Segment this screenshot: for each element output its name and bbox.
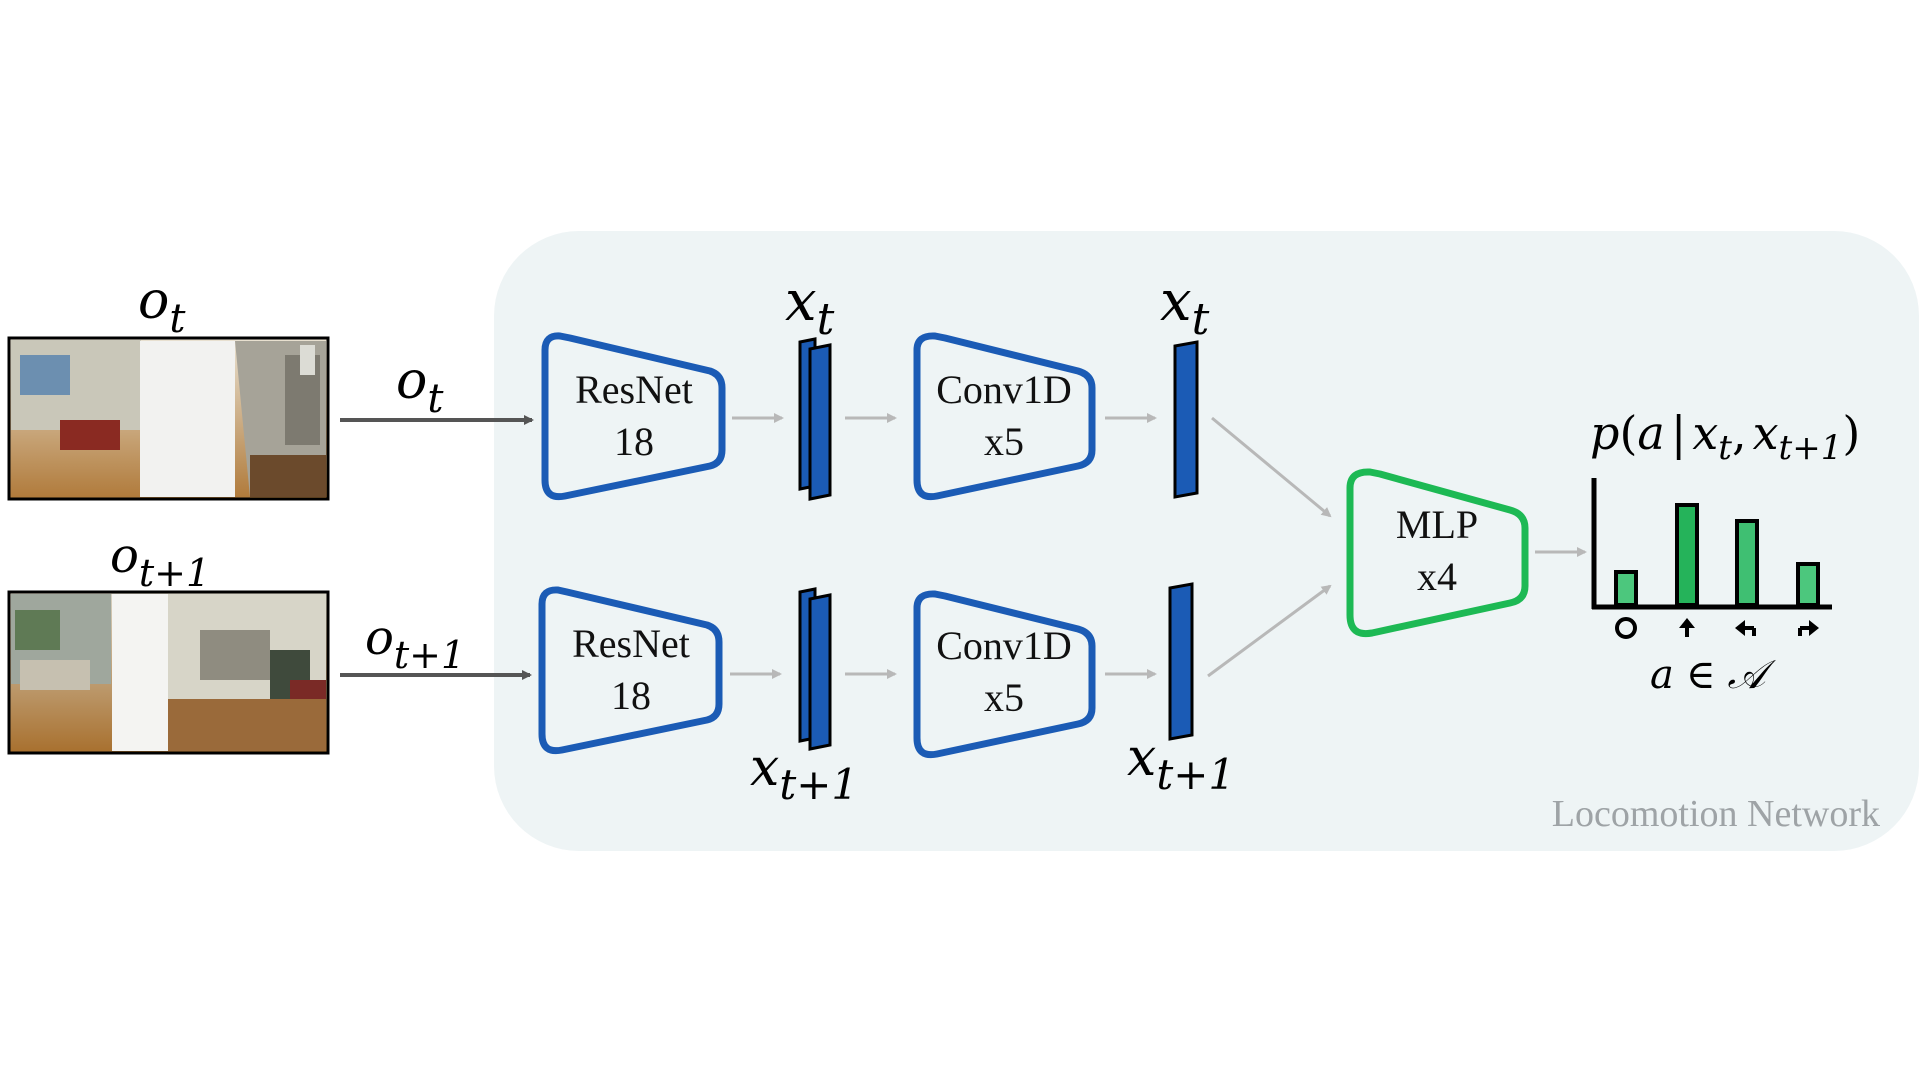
feature-stack-bottom bbox=[798, 587, 832, 751]
action-bar-2 bbox=[1735, 519, 1759, 607]
action-bar-3 bbox=[1796, 562, 1820, 607]
action-distribution bbox=[1591, 478, 1832, 610]
input-image-top bbox=[7, 336, 330, 501]
action-bar-0 bbox=[1614, 570, 1638, 607]
feature-label-top-1: xt bbox=[785, 269, 835, 345]
resnet-label-bottom-1: ResNet bbox=[572, 621, 690, 666]
conv-label-bottom-2: x5 bbox=[984, 675, 1024, 720]
network-panel bbox=[494, 231, 1919, 851]
feature-label-bottom-1: xt+1 bbox=[750, 738, 858, 809]
action-set-label: a ∈ 𝒜 bbox=[1650, 652, 1776, 698]
mlp-label-1: MLP bbox=[1396, 502, 1478, 547]
conv-label-top-1: Conv1D bbox=[936, 367, 1072, 412]
arrow-right-icon bbox=[1798, 620, 1819, 636]
feature-vector-top bbox=[1173, 340, 1199, 499]
resnet-label-top-2: 18 bbox=[614, 419, 654, 464]
input-image-bottom bbox=[7, 590, 330, 755]
conv-label-top-2: x5 bbox=[984, 419, 1024, 464]
arrow-left-icon bbox=[1735, 620, 1756, 636]
conv-block-top: Conv1D x5 bbox=[913, 332, 1096, 501]
input-label-top: ot bbox=[138, 271, 186, 342]
mlp-block: MLP x4 bbox=[1346, 468, 1529, 638]
arrow-feat-mlp-bottom bbox=[1207, 584, 1332, 678]
arrow-feat-mlp-top bbox=[1211, 416, 1332, 518]
network-title: Locomotion Network bbox=[1552, 793, 1880, 835]
conv-label-bottom-1: Conv1D bbox=[936, 623, 1072, 668]
resnet-block-bottom: ResNet 18 bbox=[538, 586, 723, 755]
feature-label-bottom-2: xt+1 bbox=[1127, 728, 1235, 799]
output-formula: p(a | xt, xt+1) bbox=[1590, 406, 1860, 468]
feature-vector-bottom bbox=[1168, 582, 1194, 741]
mlp-label-2: x4 bbox=[1417, 554, 1457, 599]
conv-block-bottom: Conv1D x5 bbox=[913, 590, 1096, 759]
stop-icon bbox=[1615, 617, 1637, 639]
input-label-bottom: ot+1 bbox=[110, 528, 210, 595]
resnet-label-top-1: ResNet bbox=[575, 367, 693, 412]
action-bar-1 bbox=[1675, 503, 1699, 607]
feature-stack-top bbox=[798, 337, 832, 501]
feature-label-top-2: xt bbox=[1160, 269, 1210, 345]
input-arrow-label-bottom: ot+1 bbox=[365, 610, 465, 677]
arrow-up-icon bbox=[1679, 618, 1695, 637]
resnet-label-bottom-2: 18 bbox=[611, 673, 651, 718]
input-arrow-label-top: ot bbox=[396, 351, 444, 422]
resnet-block-top: ResNet 18 bbox=[541, 332, 726, 501]
